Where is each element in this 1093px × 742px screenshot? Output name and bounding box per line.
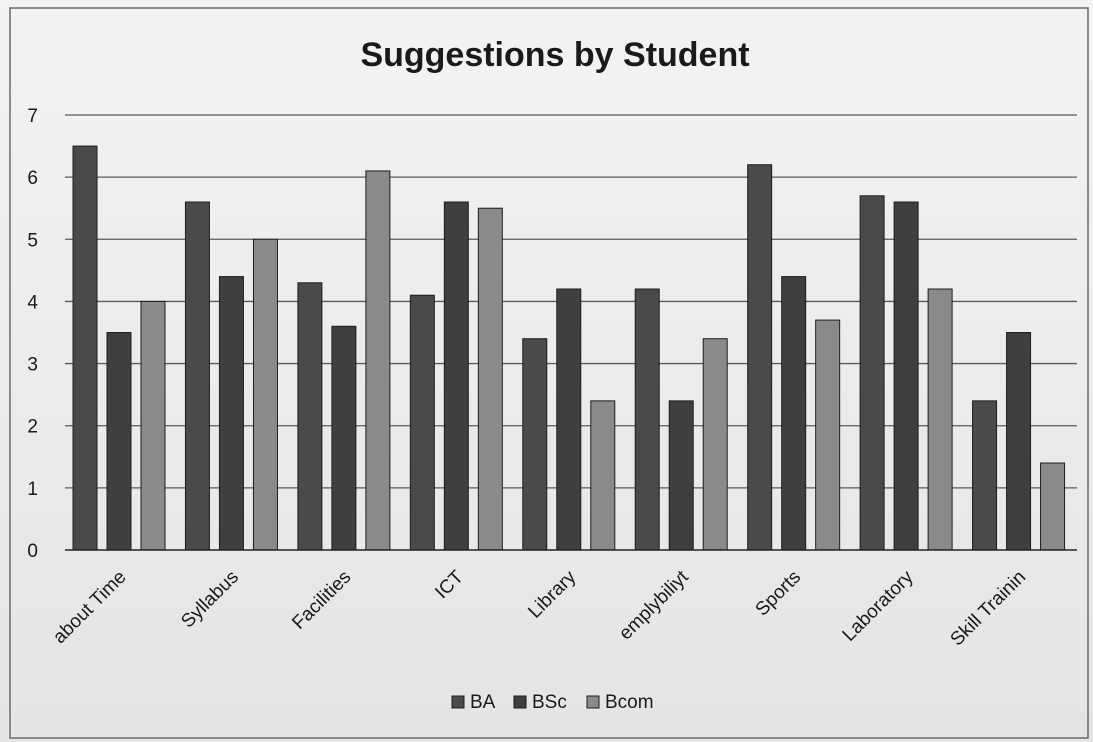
y-tick-label: 6 [27, 168, 38, 189]
bar-bsc-skill-trainin [1006, 332, 1032, 551]
bar-bcom-syllabus [252, 238, 278, 551]
bar-bcom-sports [815, 319, 841, 551]
x-tick-label: about Time [49, 567, 130, 648]
y-tick-label: 1 [27, 479, 38, 500]
legend-swatch-ba [451, 695, 465, 709]
legend-swatch-bsc [513, 695, 527, 709]
bar-bcom-library [590, 400, 616, 551]
bar-bcom-ict [477, 207, 503, 551]
y-tick-label: 2 [27, 417, 38, 438]
bar-bcom-skill-trainin [1040, 462, 1066, 551]
bar-bcom-emplybiliyt [702, 338, 728, 551]
x-tick-label: Library [524, 566, 580, 622]
y-tick-label: 3 [27, 355, 38, 376]
x-tick-label: emplybiliyt [615, 566, 693, 644]
chart-frame [9, 7, 1089, 739]
legend: BA BSc Bcom [451, 692, 654, 713]
bar-bsc-sports [781, 276, 807, 551]
bar-bsc-laboratory [893, 201, 919, 551]
legend-swatch-bcom [586, 695, 600, 709]
bar-ba-library [522, 338, 548, 551]
bar-bsc-emplybiliyt [668, 400, 694, 551]
x-tick-label: Laboratory [839, 566, 918, 645]
y-tick-label: 5 [27, 230, 38, 251]
x-tick-label: Skill Trainin [947, 567, 1031, 651]
y-tick-label: 4 [27, 292, 38, 313]
legend-label-ba: BA [470, 692, 496, 713]
x-axis-ticks: about Time Syllabus Facilities ICT Library em… [49, 566, 1030, 650]
bar-ba-syllabus [184, 201, 210, 551]
bar-bsc-ict [443, 201, 469, 551]
bar-ba-laboratory [859, 195, 885, 551]
bars [72, 145, 1066, 551]
bar-bsc-facilities [331, 325, 357, 551]
bar-ba-emplybiliyt [634, 288, 660, 551]
x-tick-label: Sports [752, 567, 806, 621]
chart-title: Suggestions by Student [360, 36, 749, 74]
bar-bcom-laboratory [927, 288, 953, 551]
bar-ba-about-time [72, 145, 98, 551]
bar-bcom-facilities [365, 170, 391, 551]
bar-ba-sports [747, 164, 773, 551]
legend-label-bcom: Bcom [605, 692, 654, 713]
y-tick-label: 0 [27, 541, 38, 562]
bar-bsc-about-time [106, 332, 132, 551]
y-axis-ticks: 0 1 2 3 4 5 6 7 [27, 106, 38, 562]
x-tick-label: ICT [431, 566, 468, 603]
x-tick-label: Facilities [288, 567, 355, 634]
bar-ba-ict [409, 294, 435, 551]
bar-bsc-library [556, 288, 582, 551]
bar-ba-skill-trainin [972, 400, 998, 551]
y-tick-label: 7 [27, 106, 38, 127]
x-tick-label: Syllabus [177, 567, 243, 633]
bar-ba-facilities [297, 282, 323, 551]
legend-label-bsc: BSc [532, 692, 567, 713]
bar-bcom-about-time [140, 300, 166, 551]
bar-bsc-syllabus [218, 276, 244, 551]
